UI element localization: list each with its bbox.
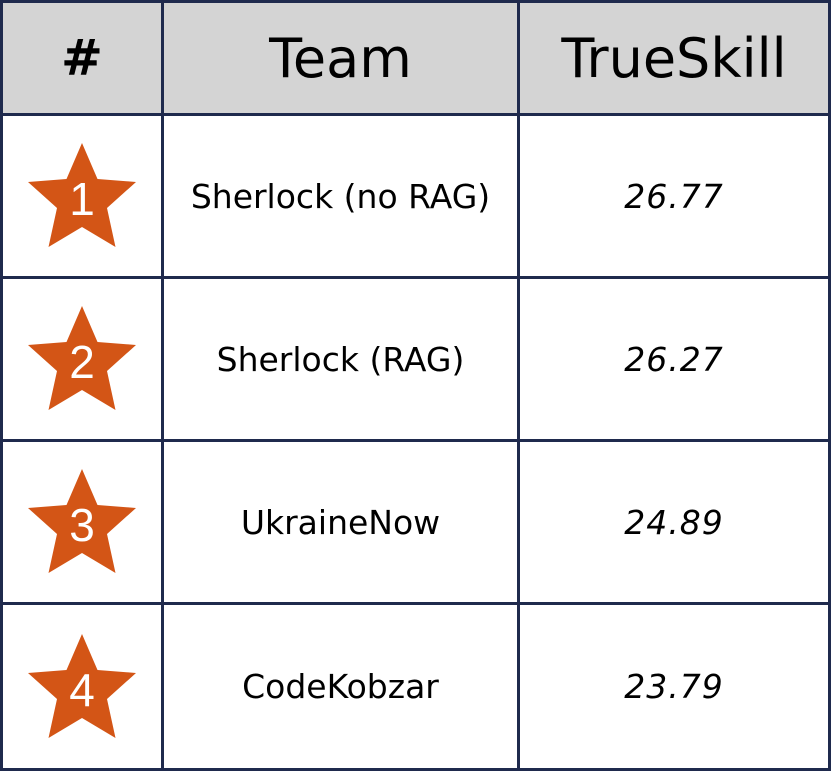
header-trueskill: TrueSkill <box>520 3 828 116</box>
team-name: Sherlock (RAG) <box>164 279 520 442</box>
rank-cell: 1 <box>3 116 164 279</box>
rank-number: 4 <box>69 663 95 716</box>
team-name: CodeKobzar <box>164 605 520 768</box>
rank-cell: 2 <box>3 279 164 442</box>
trueskill-score: 23.79 <box>624 667 724 706</box>
rank-badge: 3 <box>24 467 140 577</box>
rank-badge: 2 <box>24 304 140 414</box>
team-name: UkraineNow <box>164 442 520 605</box>
team-name: Sherlock (no RAG) <box>164 116 520 279</box>
star-icon <box>28 306 136 410</box>
rank-number: 3 <box>69 499 95 551</box>
header-team: Team <box>164 3 520 116</box>
rank-cell: 3 <box>3 442 164 605</box>
trueskill-score: 26.77 <box>520 116 828 279</box>
star-icon <box>28 633 136 738</box>
rank-cell: 4 <box>3 605 164 768</box>
rank-badge: 1 <box>24 141 140 251</box>
trueskill-score: 26.27 <box>520 279 828 442</box>
rank-number: 1 <box>69 173 95 225</box>
star-icon <box>28 469 136 573</box>
star-icon <box>28 143 136 247</box>
rank-badge: 4 <box>24 632 140 742</box>
trueskill-score: 24.89 <box>520 442 828 605</box>
rank-number: 2 <box>69 336 95 388</box>
header-rank: # <box>3 3 164 116</box>
